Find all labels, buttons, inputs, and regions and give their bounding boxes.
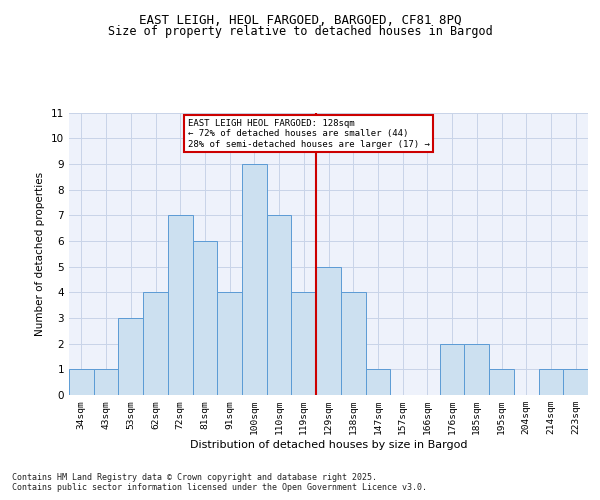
Bar bbox=[168, 215, 193, 395]
Text: Size of property relative to detached houses in Bargod: Size of property relative to detached ho… bbox=[107, 25, 493, 38]
X-axis label: Distribution of detached houses by size in Bargod: Distribution of detached houses by size … bbox=[190, 440, 467, 450]
Bar bbox=[217, 292, 242, 395]
Bar bbox=[440, 344, 464, 395]
Bar bbox=[464, 344, 489, 395]
Bar bbox=[341, 292, 365, 395]
Bar bbox=[242, 164, 267, 395]
Text: EAST LEIGH, HEOL FARGOED, BARGOED, CF81 8PQ: EAST LEIGH, HEOL FARGOED, BARGOED, CF81 … bbox=[139, 14, 461, 27]
Bar bbox=[563, 370, 588, 395]
Bar bbox=[292, 292, 316, 395]
Bar bbox=[69, 370, 94, 395]
Text: Contains HM Land Registry data © Crown copyright and database right 2025.: Contains HM Land Registry data © Crown c… bbox=[12, 472, 377, 482]
Bar bbox=[489, 370, 514, 395]
Bar bbox=[316, 266, 341, 395]
Bar bbox=[267, 215, 292, 395]
Text: EAST LEIGH HEOL FARGOED: 128sqm
← 72% of detached houses are smaller (44)
28% of: EAST LEIGH HEOL FARGOED: 128sqm ← 72% of… bbox=[188, 119, 430, 148]
Bar bbox=[94, 370, 118, 395]
Bar bbox=[118, 318, 143, 395]
Y-axis label: Number of detached properties: Number of detached properties bbox=[35, 172, 46, 336]
Bar bbox=[193, 241, 217, 395]
Bar bbox=[539, 370, 563, 395]
Bar bbox=[143, 292, 168, 395]
Bar bbox=[365, 370, 390, 395]
Text: Contains public sector information licensed under the Open Government Licence v3: Contains public sector information licen… bbox=[12, 484, 427, 492]
